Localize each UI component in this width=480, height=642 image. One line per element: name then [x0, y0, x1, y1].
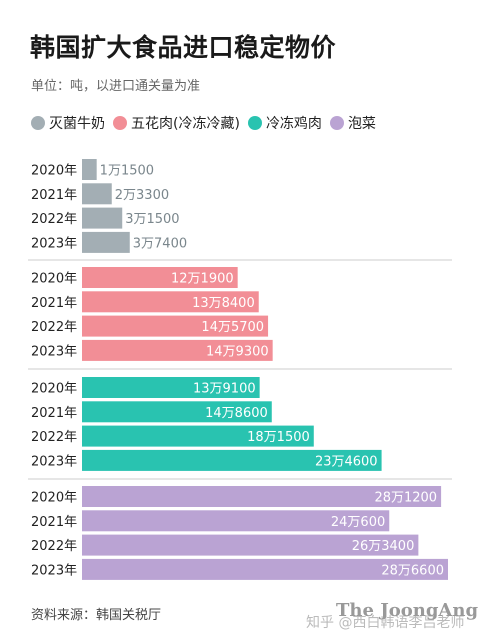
data-label: 1万1500 [100, 164, 154, 179]
data-label: 28万6600 [381, 563, 444, 578]
unit-note: 单位：吨，以进口通关量为准 [31, 79, 201, 94]
chart-legend: 灭菌牛奶 五花肉(冷冻冷藏) 冷冻鸡肉 泡菜 [31, 113, 384, 133]
bar-milk-1 [82, 183, 112, 205]
brand-logo: The JoongAng [336, 600, 479, 621]
bar-kimchi-2 [82, 534, 419, 556]
bar-milk-0 [82, 159, 97, 180]
year-label: 2023年 [31, 236, 77, 251]
year-label: 2023年 [31, 454, 77, 469]
year-label: 2021年 [31, 406, 77, 421]
bar-milk-3 [82, 231, 130, 253]
data-label: 26万3400 [352, 539, 415, 554]
bar-pork-2 [82, 315, 269, 337]
bar-chicken-0 [82, 377, 260, 398]
legend-item-milk: 灭菌牛奶 [31, 113, 105, 133]
legend-item-kimchi: 泡菜 [329, 113, 376, 133]
data-label: 3万1500 [125, 212, 179, 227]
year-label: 2020年 [31, 164, 77, 179]
bar-pork-3 [82, 339, 273, 361]
legend-label-chicken: 冷冻鸡肉 [265, 116, 322, 132]
year-label: 2021年 [31, 296, 77, 311]
legend-dot-milk [31, 116, 45, 130]
data-label: 2万3300 [115, 188, 169, 203]
bar-kimchi-1 [82, 510, 390, 532]
data-label: 28万1200 [374, 491, 437, 506]
year-label: 2023年 [31, 344, 77, 359]
bar-chicken-2 [82, 425, 314, 447]
data-label: 14万5700 [201, 320, 264, 335]
legend-dot-pork [113, 116, 127, 130]
year-label: 2021年 [31, 188, 77, 203]
legend-dot-kimchi [329, 116, 344, 130]
data-label: 13万8400 [192, 296, 255, 311]
data-label: 18万1500 [247, 430, 310, 445]
year-label: 2022年 [31, 539, 77, 554]
year-label: 2020年 [31, 272, 77, 287]
data-label: 14万8600 [205, 406, 268, 421]
data-label: 14万9300 [206, 344, 269, 359]
bar-pork-0 [82, 267, 238, 288]
legend-label-pork: 五花肉(冷冻冷藏) [131, 116, 240, 132]
legend-dot-chicken [247, 116, 262, 130]
legend-item-pork: 五花肉(冷冻冷藏) [113, 113, 240, 133]
bar-chicken-1 [82, 401, 272, 423]
data-label: 12万1900 [171, 272, 234, 287]
year-label: 2022年 [31, 320, 77, 335]
source-note: 资料来源：韩国关税厅 [31, 608, 162, 623]
data-label: 24万600 [331, 515, 385, 530]
data-label: 3万7400 [133, 236, 187, 251]
year-label: 2022年 [31, 212, 77, 227]
legend-label-milk: 灭菌牛奶 [49, 116, 105, 132]
data-label: 23万4600 [315, 454, 378, 469]
bar-milk-2 [82, 207, 123, 229]
bar-pork-1 [82, 291, 259, 313]
year-label: 2021年 [31, 515, 77, 530]
year-label: 2020年 [31, 491, 77, 506]
watermark: 知乎 @西白韩语李吕老师 [306, 615, 465, 631]
bar-kimchi-0 [82, 486, 442, 507]
data-label: 13万9100 [193, 382, 256, 397]
bar-chicken-3 [82, 449, 382, 471]
year-label: 2020年 [31, 382, 77, 397]
legend-label-kimchi: 泡菜 [347, 116, 376, 132]
page-title: 韩国扩大食品进口稳定物价 [30, 33, 337, 62]
legend-item-chicken: 冷冻鸡肉 [247, 113, 322, 133]
year-label: 2023年 [31, 563, 77, 578]
bar-kimchi-3 [82, 558, 448, 580]
year-label: 2022年 [31, 430, 77, 445]
